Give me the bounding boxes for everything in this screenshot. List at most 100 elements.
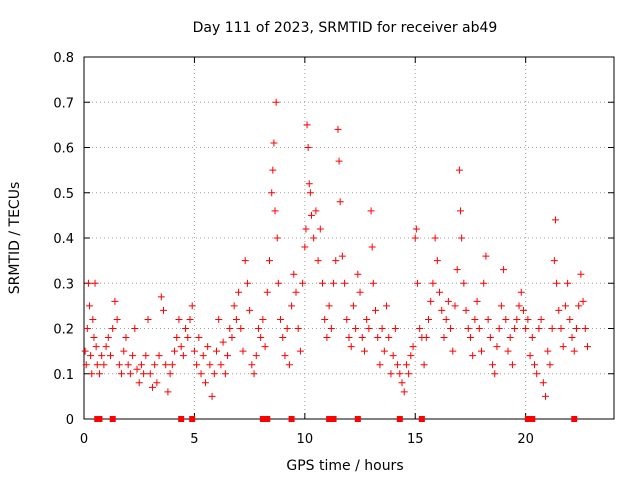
data-point [210,370,218,378]
data-point [548,325,556,332]
data-point [460,279,468,287]
data-point [433,257,441,265]
zero-marker [178,416,185,422]
data-point [398,379,406,387]
data-point [272,98,280,106]
data-point [389,352,397,360]
y-tick-label: 0.6 [53,142,74,157]
data-point [261,343,269,351]
data-point [92,343,100,351]
data-point [473,297,481,305]
data-point [157,293,165,301]
data-point [274,279,282,287]
data-point [201,379,209,387]
data-point [396,370,404,378]
data-point [327,325,335,332]
data-point [312,207,320,215]
data-point [555,306,563,314]
data-point [369,279,377,287]
data-point [199,352,207,360]
data-point [387,370,395,378]
y-tick-label: 0.1 [53,368,74,383]
data-point [511,325,519,332]
data-point [124,361,132,369]
data-point [219,338,227,346]
zero-marker [529,416,536,422]
data-point [431,234,439,242]
data-point [288,302,296,310]
data-point [376,361,384,369]
data-point [517,288,525,296]
data-point [500,266,508,274]
data-point [195,334,203,342]
data-point [360,347,368,355]
data-point [184,334,192,342]
data-point [544,347,552,355]
data-point [182,325,190,332]
data-point [144,315,152,323]
data-point [524,315,532,323]
data-point [475,325,483,332]
data-point [484,315,492,323]
data-point [367,207,375,215]
zero-markers [94,416,578,422]
data-point [310,234,318,242]
data-point [553,279,561,287]
data-point [131,325,139,332]
data-point [471,315,479,323]
data-point [486,334,494,342]
data-point [87,352,95,360]
data-point [142,352,150,360]
data-point [151,361,159,369]
data-point [296,347,304,355]
data-point [539,379,547,387]
y-tick-label: 0 [66,413,74,428]
data-point [323,334,331,342]
data-point [115,361,123,369]
data-point [325,302,333,310]
data-point [515,302,523,310]
x-tick-labels: 0 5 10 15 20 [80,432,534,447]
data-point [243,279,251,287]
data-point [356,288,364,296]
data-point [83,325,91,332]
data-point [464,325,472,332]
data-point [546,361,554,369]
data-point [519,306,527,314]
zero-marker [354,416,361,422]
data-point [495,325,503,332]
data-point [409,343,417,351]
y-tick-label: 0.7 [53,96,74,111]
data-point [221,370,229,378]
data-point [577,270,585,278]
data-point [374,334,382,342]
data-point [104,334,112,342]
data-point [436,288,444,296]
data-point [168,361,176,369]
data-point [301,243,309,251]
data-point [235,288,243,296]
data-point [440,334,448,342]
data-point [416,325,424,332]
data-point [412,225,420,233]
data-point [241,257,249,265]
data-point [153,379,161,387]
data-point [405,370,413,378]
data-point [81,347,89,355]
data-point [126,370,134,378]
data-point [102,343,110,351]
data-point [493,343,501,351]
data-point [502,315,510,323]
data-point [332,257,340,265]
data-point [391,325,399,332]
data-point [466,334,474,342]
zero-marker [259,416,266,422]
data-point [429,279,437,287]
data-point [413,279,421,287]
data-point [224,352,232,360]
data-point [319,279,326,287]
data-point [307,211,315,219]
data-point [383,302,391,310]
data-point [568,334,576,342]
